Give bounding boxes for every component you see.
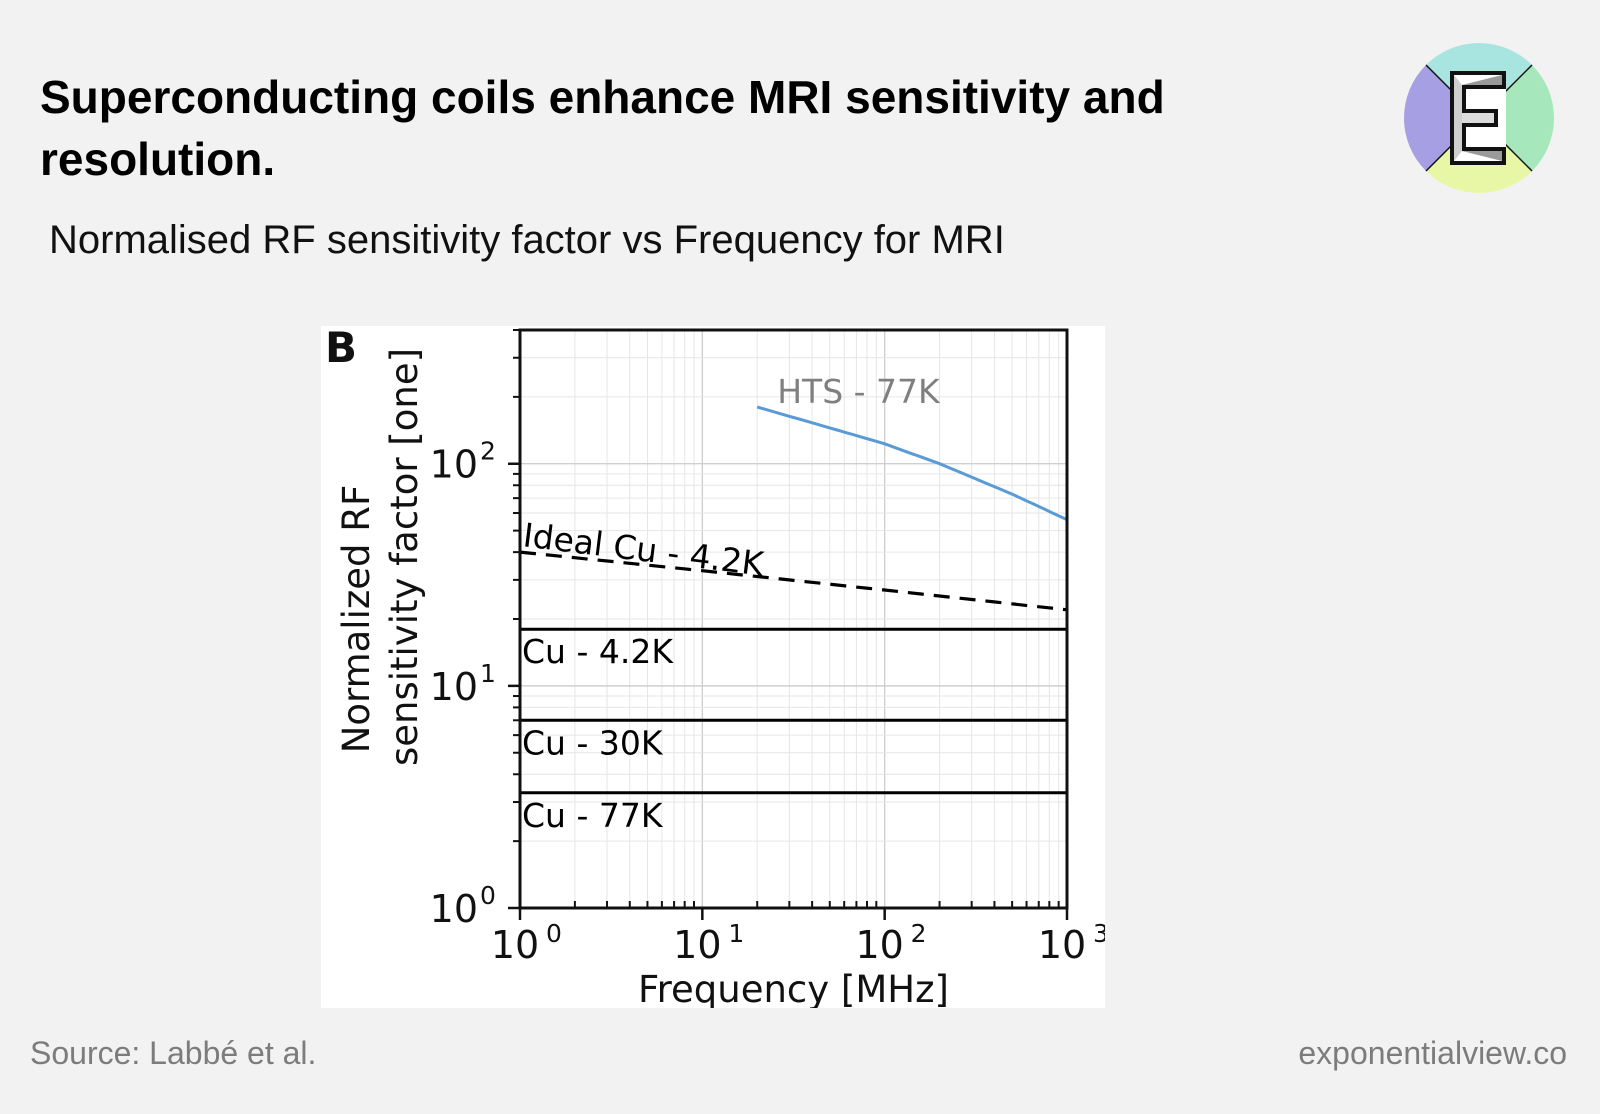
- y-tick-label: 10: [430, 887, 478, 931]
- page-title: Superconducting coils enhance MRI sensit…: [40, 71, 1165, 185]
- source-credit: Source: Labbé et al.: [30, 1035, 317, 1071]
- chart-series: [519, 405, 1068, 795]
- x-tick-exponent: 0: [546, 919, 562, 948]
- y-axis-label-line1: Normalized RF: [335, 485, 378, 754]
- y-axis-label-line2: sensitivity factor [one]: [383, 348, 426, 766]
- y-tick-label: 10: [430, 665, 478, 709]
- series-label-cu-77k: Cu - 77K: [522, 796, 664, 835]
- chart-subtitle: Normalised RF sensitivity factor vs Freq…: [49, 218, 1005, 262]
- series-line-ideal-cu-4-2k: [519, 550, 1068, 612]
- y-tick-exponent: 1: [480, 659, 496, 688]
- series-label-cu-4-2k: Cu - 4.2K: [522, 632, 674, 671]
- panel-letter: B: [325, 326, 357, 372]
- series-label-ideal-cu-4-2k: Ideal Cu - 4.2K: [521, 515, 767, 583]
- exponential-view-logo-icon: E: [1404, 43, 1554, 193]
- y-tick-exponent: 0: [480, 881, 496, 910]
- site-url[interactable]: exponentialview.co: [1298, 1035, 1567, 1071]
- x-tick-exponent: 2: [911, 919, 927, 948]
- x-tick-label: 10: [491, 923, 539, 967]
- x-tick-label: 10: [1038, 923, 1086, 967]
- series-line-hts-77k: [756, 405, 1068, 522]
- chart-panel: 10 0 10 1 10 2 10 3 10 0 10 1 10 2 Frequency [MHz] Norm…: [321, 326, 1105, 1008]
- x-tick-label: 10: [673, 923, 721, 967]
- y-tick-exponent: 2: [480, 437, 496, 466]
- x-axis-label: Frequency [MHz]: [638, 968, 949, 1008]
- series-label-cu-30k: Cu - 30K: [522, 723, 664, 762]
- x-tick-exponent: 1: [728, 919, 744, 948]
- x-tick-label: 10: [855, 923, 903, 967]
- series-label-hts-77k: HTS - 77K: [777, 372, 941, 411]
- chart-ticks: [508, 329, 1069, 920]
- y-tick-label: 10: [430, 443, 478, 487]
- x-tick-exponent: 3: [1093, 919, 1105, 948]
